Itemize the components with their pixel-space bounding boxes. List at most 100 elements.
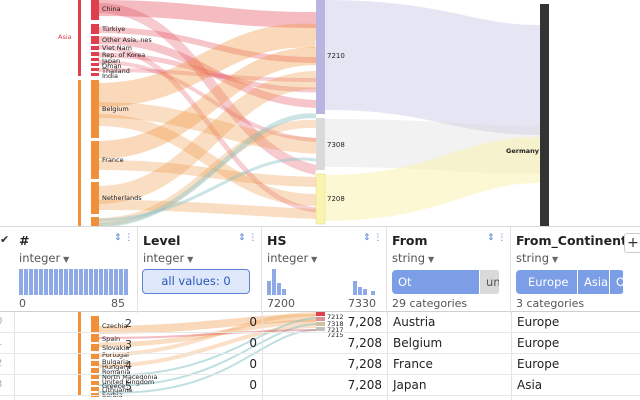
continent-cell[interactable]: Asia bbox=[517, 378, 543, 392]
hs-node-label: 7308 bbox=[327, 141, 345, 149]
sankey-labels: Asia China Türkiye Other Asia, nes Viet … bbox=[58, 5, 540, 399]
level-cell[interactable]: 0 bbox=[249, 357, 257, 371]
table-row[interactable]: 3 0 7,208 Japan Asia bbox=[0, 375, 640, 396]
node-label: Romania bbox=[102, 368, 130, 376]
hs-cell[interactable]: 7,208 bbox=[347, 315, 382, 329]
sankey-flows bbox=[97, 0, 541, 394]
level-cell[interactable]: 0 bbox=[249, 378, 257, 392]
row-number: 3 bbox=[125, 338, 132, 351]
category-bar[interactable]: Ot unio bbox=[392, 270, 500, 294]
column-header-from[interactable]: From ⇕ ⋮ string▼ Ot unio 29 categories bbox=[387, 227, 511, 313]
column-header-from-continent[interactable]: From_Continent string▼ Europe Asia Oth 3… bbox=[511, 227, 627, 313]
column-name: HS bbox=[267, 233, 287, 248]
level-cell[interactable]: 0 bbox=[249, 315, 257, 329]
node-label: India bbox=[102, 72, 118, 80]
continent-cell[interactable]: Europe bbox=[517, 336, 560, 350]
all-values-filter[interactable]: all values: 0 bbox=[142, 269, 250, 294]
column-name: Level bbox=[143, 233, 181, 248]
sankey-target-node bbox=[540, 4, 549, 226]
data-table: ✔ # ⇕ ⋮ integer ▼ 0 85 Le bbox=[0, 226, 640, 400]
node-label: Rep. of Korea bbox=[102, 51, 145, 59]
node-label: North Macedonia bbox=[102, 373, 157, 381]
check-icon[interactable]: ✔ bbox=[0, 233, 10, 246]
table-row[interactable]: 1 0 7,208 Belgium Europe bbox=[0, 333, 640, 354]
column-type[interactable]: string ▼ bbox=[516, 251, 559, 265]
node-label: Bulgaria bbox=[102, 358, 129, 366]
axis-max: 7330 bbox=[348, 297, 376, 310]
from-cell[interactable]: Japan bbox=[393, 378, 427, 392]
sort-menu-icon[interactable]: ⇕ ⋮ bbox=[114, 233, 134, 243]
axis-min: 7200 bbox=[267, 297, 295, 310]
histogram[interactable] bbox=[267, 269, 379, 295]
from-cell[interactable]: France bbox=[393, 357, 433, 371]
column-type[interactable]: integer ▼ bbox=[143, 251, 194, 265]
column-type[interactable]: string ▼ bbox=[392, 251, 435, 265]
node-label: United Kingdom bbox=[102, 378, 154, 386]
sankey-hs-nodes bbox=[315, 0, 326, 331]
level-cell[interactable]: 0 bbox=[249, 336, 257, 350]
node-label: China bbox=[102, 5, 121, 13]
row-index: 3 bbox=[0, 379, 2, 390]
node-label: Türkiye bbox=[101, 25, 125, 33]
add-column-button[interactable]: + bbox=[624, 233, 640, 253]
hs-node-label: 7318 bbox=[327, 320, 344, 328]
node-label: Netherlands bbox=[102, 194, 142, 202]
category-count: 3 categories bbox=[516, 297, 585, 310]
row-number: 4 bbox=[125, 359, 132, 372]
node-label: Slovakia bbox=[102, 344, 129, 352]
column-header-hs[interactable]: HS ⇕ ⋮ integer ▼ 7200 7330 bbox=[262, 227, 387, 313]
sankey-source-nodes bbox=[78, 0, 99, 397]
hs-node-label: 7215 bbox=[327, 331, 344, 339]
continent-label: Asia bbox=[58, 33, 72, 41]
category-bar[interactable]: Europe Asia Oth bbox=[516, 270, 624, 294]
continent-cell[interactable]: Europe bbox=[517, 357, 560, 371]
sort-menu-icon[interactable]: ⇕ ⋮ bbox=[238, 233, 258, 243]
node-label: Viet Nam bbox=[102, 44, 132, 52]
column-type[interactable]: integer ▼ bbox=[19, 251, 70, 265]
hs-node-label: 7210 bbox=[327, 52, 345, 60]
from-cell[interactable]: Austria bbox=[393, 315, 436, 329]
node-label: Thailand bbox=[101, 67, 130, 75]
row-number: 5 bbox=[125, 380, 132, 393]
node-label: Lithuania bbox=[102, 386, 132, 394]
axis-min: 0 bbox=[19, 297, 26, 310]
row-index: 0 bbox=[0, 316, 2, 327]
target-node-label: Germany bbox=[506, 147, 540, 155]
category-count: 29 categories bbox=[392, 297, 468, 310]
category-segment[interactable]: Oth bbox=[610, 270, 624, 294]
node-label: Other Asia, nes bbox=[102, 36, 152, 44]
category-segment[interactable]: Asia bbox=[578, 270, 610, 294]
column-name: From_Continent bbox=[516, 233, 627, 248]
table-row[interactable]: 2 0 7,208 France Europe bbox=[0, 354, 640, 375]
hs-node-label: 7212 bbox=[327, 313, 344, 321]
histogram[interactable] bbox=[19, 269, 131, 295]
column-name: # bbox=[19, 233, 30, 248]
row-index: 2 bbox=[0, 358, 2, 369]
node-label: Spain bbox=[102, 335, 120, 343]
hs-node-label: 7208 bbox=[327, 195, 345, 203]
category-segment[interactable]: unio bbox=[480, 270, 500, 294]
node-label: Czechia bbox=[102, 322, 127, 330]
table-row[interactable]: 0 0 7,208 Austria Europe bbox=[0, 312, 640, 333]
from-cell[interactable]: Belgium bbox=[393, 336, 443, 350]
column-header-number[interactable]: # ⇕ ⋮ integer ▼ 0 85 bbox=[14, 227, 138, 313]
node-label: Belgium bbox=[102, 105, 129, 113]
hs-cell[interactable]: 7,208 bbox=[347, 336, 382, 350]
table-header: ✔ # ⇕ ⋮ integer ▼ 0 85 Le bbox=[0, 226, 640, 313]
node-label: Japan bbox=[101, 57, 120, 65]
hs-cell[interactable]: 7,208 bbox=[347, 378, 382, 392]
continent-cell[interactable]: Europe bbox=[517, 315, 560, 329]
hs-cell[interactable]: 7,208 bbox=[347, 357, 382, 371]
sort-menu-icon[interactable]: ⇕ ⋮ bbox=[363, 233, 383, 243]
column-name: From bbox=[392, 233, 428, 248]
node-label: Portugal bbox=[102, 351, 129, 359]
node-label: Oman bbox=[102, 62, 122, 70]
hs-node-label: 7217 bbox=[327, 326, 344, 334]
row-index: 1 bbox=[0, 337, 2, 348]
category-segment[interactable]: Europe bbox=[516, 270, 578, 294]
category-segment[interactable]: Ot bbox=[392, 270, 480, 294]
sort-menu-icon[interactable]: ⇕ ⋮ bbox=[487, 233, 507, 243]
column-header-level[interactable]: Level ⇕ ⋮ integer ▼ all values: 0 bbox=[138, 227, 262, 313]
column-type[interactable]: integer ▼ bbox=[267, 251, 318, 265]
